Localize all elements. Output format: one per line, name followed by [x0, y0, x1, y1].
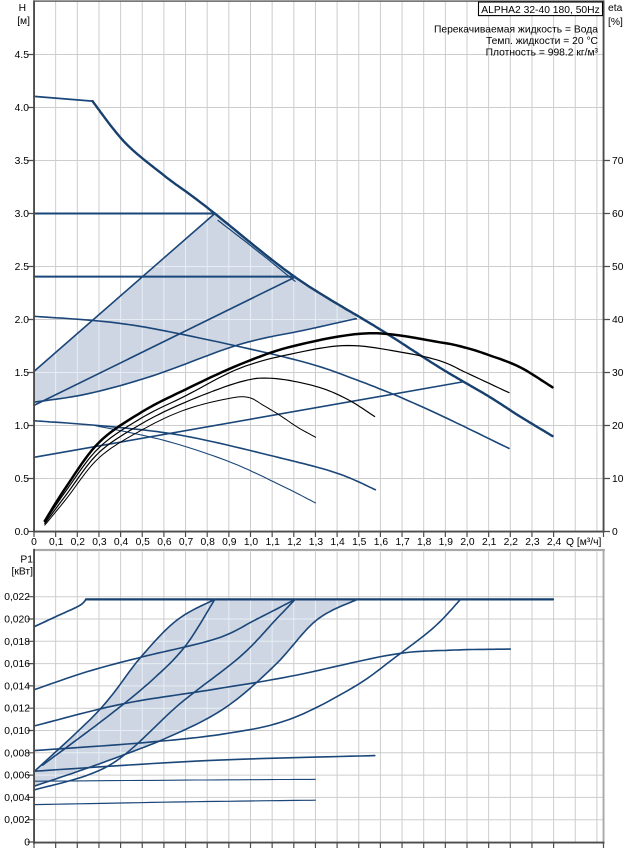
- svg-text:Q [м³/ч]: Q [м³/ч]: [566, 537, 601, 548]
- svg-text:Перекачиваемая жидкость = Вода: Перекачиваемая жидкость = Вода: [434, 25, 598, 36]
- svg-text:[м]: [м]: [17, 16, 30, 27]
- svg-text:1,8: 1,8: [417, 537, 432, 548]
- svg-text:1,4: 1,4: [330, 537, 345, 548]
- svg-text:1,0: 1,0: [244, 537, 259, 548]
- svg-text:10: 10: [612, 474, 624, 485]
- svg-text:0.0: 0.0: [15, 527, 30, 538]
- svg-text:0,004: 0,004: [4, 793, 30, 804]
- svg-text:0,1: 0,1: [49, 537, 64, 548]
- svg-text:0,7: 0,7: [179, 537, 194, 548]
- svg-text:P1: P1: [20, 555, 33, 566]
- svg-text:0,8: 0,8: [201, 537, 216, 548]
- svg-text:4.5: 4.5: [15, 50, 30, 61]
- svg-text:0,010: 0,010: [4, 726, 30, 737]
- svg-text:0,6: 0,6: [157, 537, 172, 548]
- svg-text:0: 0: [24, 838, 30, 849]
- svg-text:3.5: 3.5: [15, 156, 30, 167]
- svg-text:60: 60: [612, 209, 624, 220]
- svg-text:0,022: 0,022: [4, 592, 30, 603]
- svg-text:70: 70: [612, 156, 624, 167]
- svg-text:1,2: 1,2: [287, 537, 302, 548]
- svg-text:eta: eta: [608, 3, 623, 14]
- svg-text:2,4: 2,4: [547, 537, 562, 548]
- svg-text:0,4: 0,4: [114, 537, 129, 548]
- svg-text:2,1: 2,1: [482, 537, 497, 548]
- svg-text:ALPHA2 32-40 180, 50Hz: ALPHA2 32-40 180, 50Hz: [481, 5, 600, 16]
- svg-text:20: 20: [612, 421, 624, 432]
- svg-text:1,1: 1,1: [265, 537, 280, 548]
- svg-text:0,018: 0,018: [4, 637, 30, 648]
- svg-text:3.0: 3.0: [15, 209, 30, 220]
- svg-text:2,3: 2,3: [525, 537, 540, 548]
- svg-text:1,7: 1,7: [395, 537, 410, 548]
- svg-text:2,0: 2,0: [460, 537, 475, 548]
- svg-text:1.0: 1.0: [15, 421, 30, 432]
- svg-text:0,2: 0,2: [71, 537, 86, 548]
- svg-text:H: H: [19, 3, 26, 14]
- svg-text:0: 0: [612, 527, 618, 538]
- svg-text:0,006: 0,006: [4, 771, 30, 782]
- svg-text:0,012: 0,012: [4, 704, 30, 715]
- svg-text:0,5: 0,5: [136, 537, 151, 548]
- svg-text:1,6: 1,6: [374, 537, 389, 548]
- svg-text:1,5: 1,5: [352, 537, 367, 548]
- svg-text:Темп. жидкости = 20 °C: Темп. жидкости = 20 °C: [486, 36, 599, 47]
- svg-text:50: 50: [612, 262, 624, 273]
- svg-text:0,3: 0,3: [92, 537, 107, 548]
- svg-text:1.5: 1.5: [15, 368, 30, 379]
- svg-text:40: 40: [612, 315, 624, 326]
- svg-text:1,9: 1,9: [439, 537, 454, 548]
- svg-text:Плотность = 998.2 кг/м³: Плотность = 998.2 кг/м³: [486, 48, 599, 59]
- svg-text:[%]: [%]: [608, 17, 623, 28]
- svg-text:0,002: 0,002: [4, 815, 30, 826]
- svg-text:0,020: 0,020: [4, 615, 30, 626]
- svg-text:0,014: 0,014: [4, 681, 30, 692]
- svg-text:0: 0: [31, 537, 37, 548]
- svg-text:2,2: 2,2: [504, 537, 519, 548]
- svg-text:2.5: 2.5: [15, 262, 30, 273]
- svg-text:0,008: 0,008: [4, 748, 30, 759]
- svg-text:[кВт]: [кВт]: [12, 567, 34, 578]
- svg-text:2.0: 2.0: [15, 315, 30, 326]
- svg-text:30: 30: [612, 368, 624, 379]
- svg-text:1,3: 1,3: [309, 537, 324, 548]
- svg-text:0.5: 0.5: [15, 474, 30, 485]
- svg-text:0,9: 0,9: [222, 537, 237, 548]
- svg-text:0,016: 0,016: [4, 659, 30, 670]
- svg-text:4.0: 4.0: [15, 103, 30, 114]
